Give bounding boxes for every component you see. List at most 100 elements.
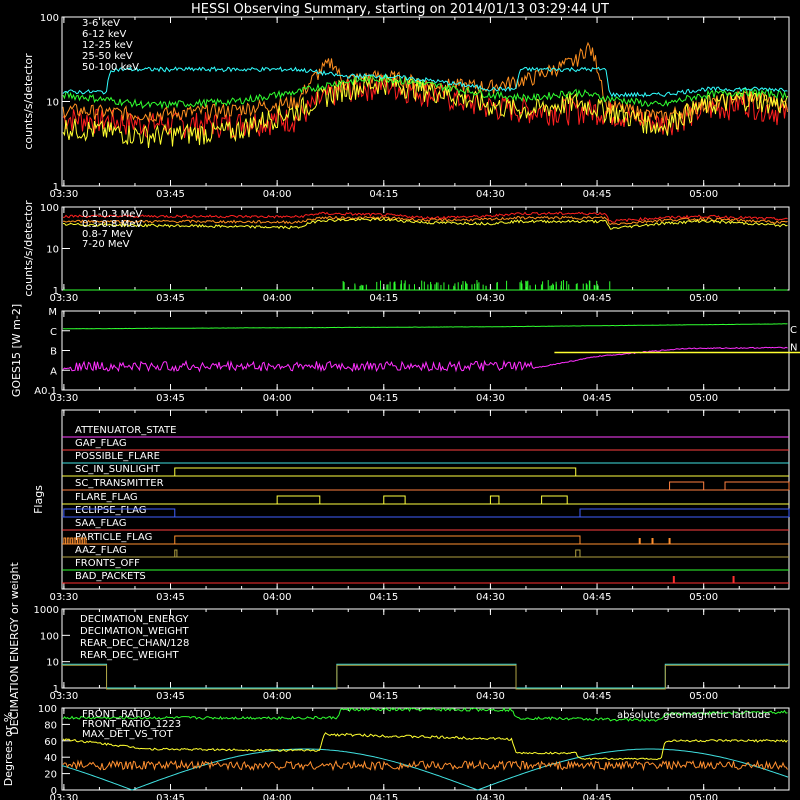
y-tick-label: M <box>48 307 57 318</box>
panel-decimation: 03:30 03:45 04:00 04:15 04:30 04:45 05:00 1 10 10… <box>8 561 790 735</box>
flag-label: GAP_FLAG <box>75 438 127 449</box>
y-tick-label: A <box>50 366 57 377</box>
flag-step <box>575 549 581 557</box>
series-line <box>62 73 788 149</box>
series-line <box>62 664 789 690</box>
y-tick-label: 60 <box>44 737 57 748</box>
panel-lightcurves-low: 03:30 03:45 04:00 04:15 04:30 04:45 05:00 1 10 10… <box>22 13 790 200</box>
x-tick-label: 04:15 <box>369 189 398 200</box>
legend-entry: 0.8-7 MeV <box>82 229 133 240</box>
x-tick-label: 04:30 <box>476 793 505 800</box>
legend-entry: 7-20 MeV <box>82 239 130 250</box>
page-title: HESSI Observing Summary, starting on 201… <box>191 2 609 17</box>
flag-label: POSSIBLE_FLARE <box>75 451 160 462</box>
x-tick-label: 03:30 <box>49 189 78 200</box>
series-line <box>62 707 788 722</box>
legend-entry: 50-100 keV <box>82 62 139 73</box>
legend-entry: absolute geomagnetic latitude <box>617 710 770 721</box>
legend-entry: REAR_DEC_CHAN/128 <box>80 638 189 649</box>
x-tick-label: 03:45 <box>156 189 185 200</box>
flag-label: SC_IN_SUNLIGHT <box>75 464 161 475</box>
plot-frame <box>61 310 790 391</box>
plot-frame <box>61 707 790 791</box>
series-line <box>62 41 788 124</box>
x-tick-label: 05:00 <box>689 293 718 304</box>
panel-flags: 03:30 03:45 04:00 04:15 04:30 04:45 05:00 Flags… <box>32 409 790 603</box>
series-line <box>61 748 789 791</box>
x-tick-label: 04:00 <box>263 293 292 304</box>
flag-label: FLARE_FLAG <box>75 492 138 503</box>
x-tick-label: 04:15 <box>369 793 398 800</box>
x-tick-label: 04:30 <box>476 189 505 200</box>
flag-step <box>174 467 577 476</box>
y-tick-label: 1 <box>53 182 59 193</box>
x-tick-label: 04:15 <box>369 691 398 702</box>
series-line <box>62 663 789 689</box>
y-tick-label: 10 <box>46 658 59 669</box>
x-tick-label: 04:45 <box>583 691 612 702</box>
legend-entry: 25-50 keV <box>82 51 133 62</box>
legend-entry: 12-25 keV <box>82 40 133 51</box>
series-line <box>62 732 788 761</box>
flag-step <box>66 537 70 544</box>
y-tick-label: 1000 <box>34 605 59 616</box>
flag-step <box>174 535 581 544</box>
flag-step <box>276 495 321 504</box>
y-tick-label: 40 <box>44 753 57 764</box>
x-tick-label: 03:45 <box>156 393 185 404</box>
legend-entry: 0.3-0.8 MeV <box>82 219 142 230</box>
x-tick-label: 05:00 <box>689 691 718 702</box>
series-line <box>62 215 788 225</box>
flag-step <box>724 481 790 490</box>
legend-entry: 6-12 keV <box>82 29 126 40</box>
x-tick-label: 03:45 <box>156 293 185 304</box>
x-tick-label: 04:00 <box>263 592 292 603</box>
flag-step <box>73 537 77 544</box>
x-tick-label: 04:00 <box>263 189 292 200</box>
x-tick-label: 03:30 <box>49 293 78 304</box>
x-tick-label: 03:45 <box>156 592 185 603</box>
x-tick-label: 04:45 <box>583 793 612 800</box>
x-tick-label: 04:00 <box>263 393 292 404</box>
y-tick-label: A0.1 <box>34 386 57 397</box>
y-tick-label: C <box>50 327 57 338</box>
panel-lightcurves-high: 03:30 03:45 04:00 04:15 04:30 04:45 05:00 1 10 10… <box>22 200 790 304</box>
flag-step <box>83 537 87 544</box>
x-tick-label: 05:00 <box>689 793 718 800</box>
y-tick-label: 20 <box>44 770 57 781</box>
flag-label: FRONTS_OFF <box>75 558 140 569</box>
flag-label: SAA_FLAG <box>75 518 126 529</box>
flag-label: AAZ_FLAG <box>75 545 127 556</box>
x-tick-label: 03:45 <box>156 691 185 702</box>
x-tick-label: 03:30 <box>49 691 78 702</box>
y-axis-label: counts/s/detector <box>22 200 35 297</box>
legend-entry: FRONT_RATIO <box>82 709 151 720</box>
flag-label: SC_TRANSMITTER <box>75 478 164 489</box>
flag-label: ECLIPSE_FLAG <box>75 505 146 516</box>
x-tick-label: 04:15 <box>369 293 398 304</box>
y-axis-label: counts/s/detector <box>22 53 35 150</box>
y-tick-label: B <box>50 347 57 358</box>
panels: 03:30 03:45 04:00 04:15 04:30 04:45 05:00 1 10 10… <box>2 13 800 800</box>
x-tick-label: 04:00 <box>263 691 292 702</box>
flag-step <box>174 549 178 557</box>
flag-step <box>63 537 67 544</box>
y-tick-label: 10 <box>46 98 59 109</box>
x-tick-label: 04:45 <box>583 393 612 404</box>
flag-step <box>669 481 705 490</box>
y-tick-label: 10 <box>46 245 59 256</box>
y-axis-label: Flags <box>32 485 45 514</box>
x-tick-label: 04:30 <box>476 691 505 702</box>
x-tick-label: 05:00 <box>689 393 718 404</box>
panel-goes: 03:30 03:45 04:00 04:15 04:30 04:45 05:00 A0.1 A… <box>10 304 800 404</box>
plot-frame <box>61 409 790 590</box>
x-tick-label: 04:45 <box>583 189 612 200</box>
series-line <box>62 217 788 230</box>
series-line <box>62 66 788 98</box>
x-tick-label: 04:15 <box>369 393 398 404</box>
x-tick-label: 03:30 <box>49 793 78 800</box>
x-tick-label: 04:45 <box>583 592 612 603</box>
x-tick-label: 04:45 <box>583 293 612 304</box>
series-line <box>62 759 788 772</box>
x-tick-label: 03:30 <box>49 592 78 603</box>
